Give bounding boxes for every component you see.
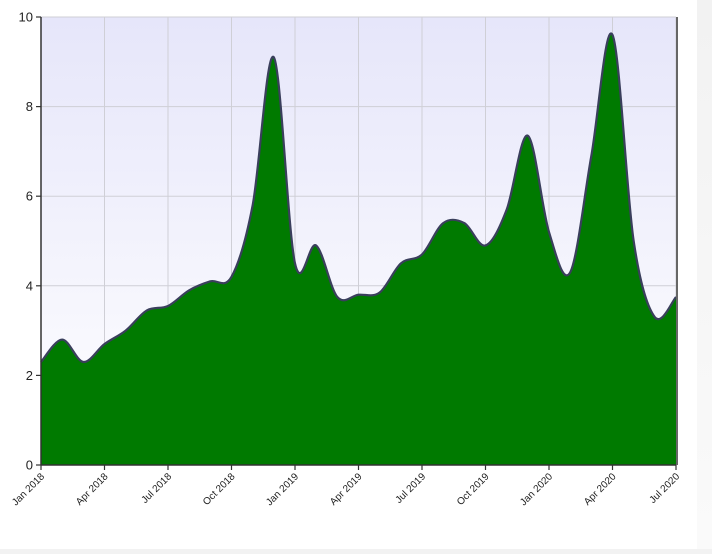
y-tick-label: 8 [26,99,33,114]
series-area-fill [41,33,676,466]
y-axis-ticks: 0 2 4 6 8 10 [19,10,41,473]
y-tick-label: 2 [26,368,33,383]
y-tick-label: 10 [19,10,33,25]
series-line [40,32,677,364]
y-tick-label: 4 [26,278,33,293]
y-tick-label: 6 [26,189,33,204]
y-tick-label: 0 [26,458,33,473]
series-area [40,32,677,466]
